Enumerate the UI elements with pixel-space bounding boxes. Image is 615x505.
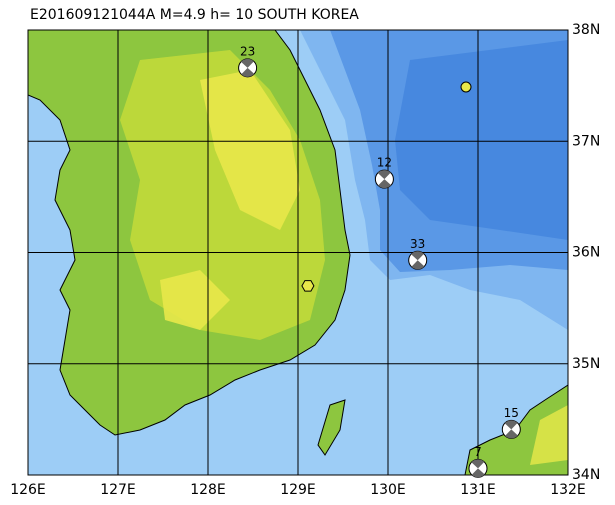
lat-label: 37N	[572, 133, 600, 149]
station-label: 7	[474, 445, 482, 459]
station-label: 15	[504, 406, 519, 420]
ball-quadrant	[377, 170, 391, 180]
beach-ball	[238, 58, 258, 78]
station-label: 12	[377, 156, 392, 170]
lat-label: 34N	[572, 467, 600, 483]
lat-label: 38N	[572, 22, 600, 38]
ball-quadrant	[240, 58, 254, 68]
lon-label: 129E	[280, 482, 316, 498]
ball-quadrant	[471, 459, 485, 469]
lon-label: 132E	[550, 482, 586, 498]
mountains	[530, 405, 568, 465]
station-label: 23	[240, 44, 255, 58]
lat-label: 35N	[572, 356, 600, 372]
lon-label: 131E	[460, 482, 496, 498]
ball-quadrant	[504, 420, 518, 430]
ball-quadrant	[378, 179, 392, 189]
beach-ball	[468, 458, 488, 478]
station-label: 33	[410, 237, 425, 251]
lon-label: 130E	[370, 482, 406, 498]
beach-ball	[408, 250, 428, 270]
ball-quadrant	[505, 429, 518, 439]
ball-quadrant	[411, 260, 425, 270]
map-title: E201609121044A M=4.9 h= 10 SOUTH KOREA	[30, 7, 359, 23]
ball-quadrant	[411, 251, 424, 261]
lon-label: 128E	[190, 482, 226, 498]
ulleung	[460, 81, 472, 93]
lon-label: 126E	[10, 482, 46, 498]
sea-deepest	[395, 40, 568, 240]
mountains	[200, 70, 300, 230]
beach-ball	[374, 169, 394, 189]
lat-label: 36N	[572, 245, 600, 261]
beach-ball	[501, 419, 521, 439]
lon-label: 127E	[100, 482, 136, 498]
mountains	[160, 270, 230, 330]
ball-quadrant	[241, 67, 255, 77]
tsushima	[317, 399, 346, 456]
ball-quadrant	[471, 468, 485, 478]
epicenter	[301, 280, 315, 292]
